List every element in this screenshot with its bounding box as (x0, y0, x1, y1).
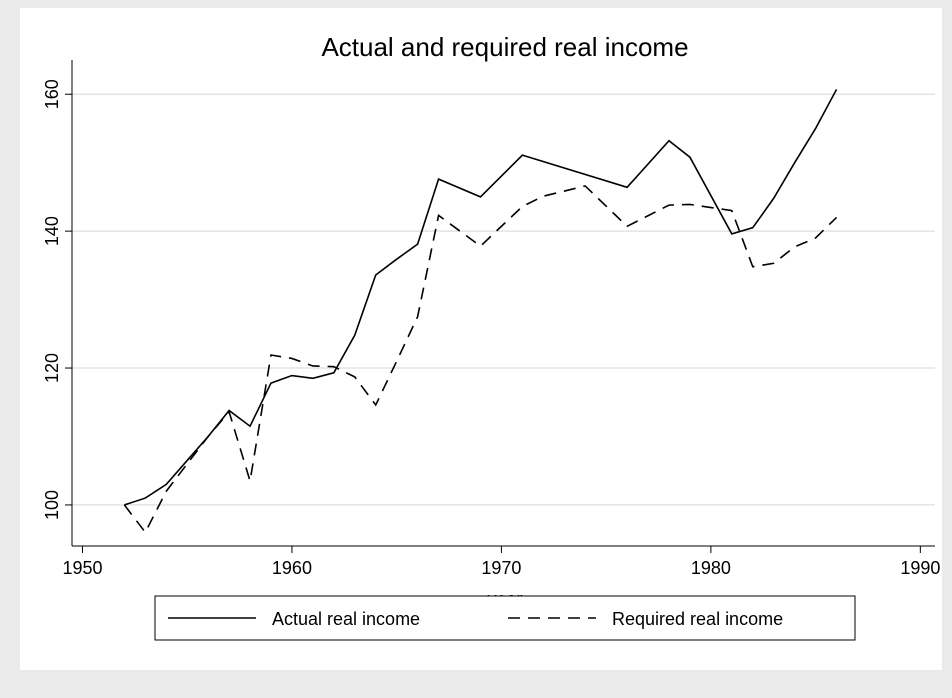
x-tick-label: 1990 (900, 558, 940, 578)
legend-label: Actual real income (272, 609, 420, 629)
legend-label: Required real income (612, 609, 783, 629)
x-tick-label: 1960 (272, 558, 312, 578)
y-tick-label: 160 (42, 79, 62, 109)
x-tick-label: 1950 (62, 558, 102, 578)
y-tick-label: 140 (42, 216, 62, 246)
legend-box (154, 595, 856, 641)
y-tick-label: 100 (42, 490, 62, 520)
y-tick-label: 120 (42, 353, 62, 383)
x-tick-label: 1970 (481, 558, 521, 578)
chart-title: Actual and required real income (321, 32, 688, 62)
x-tick-label: 1980 (691, 558, 731, 578)
graph-background (20, 8, 942, 670)
series-line (123, 185, 838, 534)
